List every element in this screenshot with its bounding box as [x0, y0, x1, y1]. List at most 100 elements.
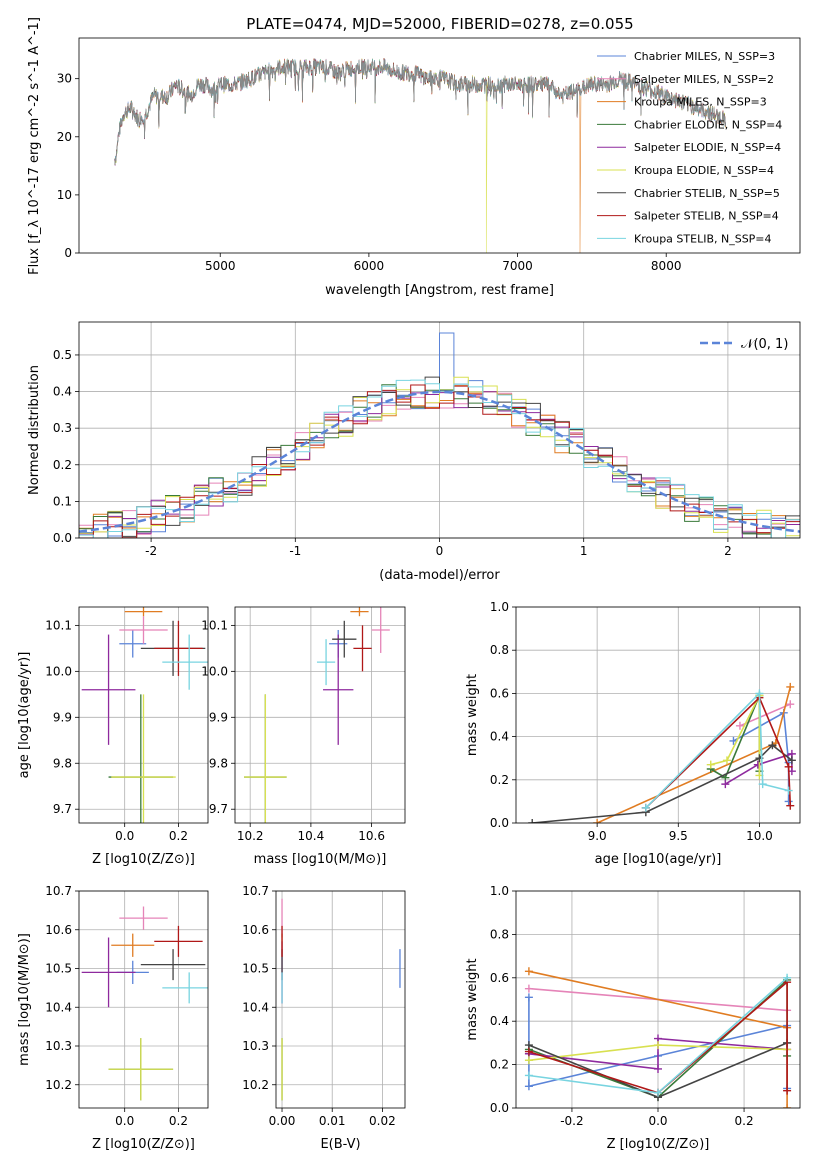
y-tick-label: 0.3 [53, 421, 72, 435]
y-axis-label: Normed distribution [27, 365, 42, 495]
y-tick-label: 0.4 [490, 730, 509, 744]
weight-marker [654, 1088, 662, 1097]
x-tick-label: 0.0 [648, 1114, 667, 1128]
x-tick-label: 10.4 [298, 829, 325, 843]
axes-frame [515, 890, 801, 1109]
plot-area [81, 906, 208, 1101]
weight-marker [755, 689, 764, 698]
y-tick-label: 0 [64, 246, 72, 260]
x-tick-label: 0.0 [115, 829, 134, 843]
legend-entry: Kroupa MILES, N_SSP=3 [634, 96, 767, 109]
y-tick-label: 10.3 [45, 1039, 72, 1053]
legend-entry: 𝒩(0, 1) [741, 337, 788, 352]
x-axis-label: wavelength [Angstrom, rest frame] [325, 283, 554, 298]
x-tick-label: 8000 [651, 259, 682, 273]
legend-entry: Kroupa STELIB, N_SSP=4 [634, 232, 772, 245]
y-tick-label: 0.8 [490, 643, 509, 657]
weight-marker [753, 760, 762, 769]
weight-marker [524, 967, 533, 976]
x-axis-label: E(B-V) [320, 1137, 360, 1152]
y-tick-label: 1.0 [490, 600, 509, 614]
axes-frame [78, 37, 801, 254]
y-tick-label: 10.5 [45, 962, 72, 976]
legend-entry: Kroupa ELODIE, N_SSP=4 [634, 164, 774, 177]
y-tick-label: 9.8 [53, 756, 72, 770]
y-tick-label: 9.7 [53, 802, 72, 816]
y-tick-label: 10.0 [45, 664, 72, 678]
y-axis-label: age [log10(age/yr)] [17, 652, 32, 779]
weight-marker [758, 780, 767, 789]
plot-area [524, 967, 792, 1108]
weight-marker [786, 801, 795, 810]
y-tick-label: 9.9 [53, 710, 72, 724]
massweight-vs-age-panel: 9.0 9.5 10.0 0.0 0.2 0.4 0.6 0.8 1.0 age [log10(a… [465, 600, 801, 867]
weight-marker [524, 1047, 533, 1056]
axes-frame [234, 606, 406, 824]
y-tick-label: 10.3 [242, 1039, 269, 1053]
y-axis-label: mass weight [465, 958, 480, 1040]
plot-area [79, 332, 800, 538]
y-tick-label: 0.6 [490, 971, 509, 985]
legend-entry: Chabrier MILES, N_SSP=3 [634, 50, 775, 63]
legend-entry: Chabrier ELODIE, N_SSP=4 [634, 118, 782, 131]
legend-entry: Salpeter MILES, N_SSP=2 [634, 73, 774, 86]
y-tick-label: 0.8 [490, 927, 509, 941]
axes-frame [515, 606, 801, 824]
y-tick-label: 10.1 [45, 618, 72, 632]
y-tick-label: 9.8 [209, 756, 228, 770]
weight-marker [524, 1071, 533, 1080]
weight-marker [524, 1056, 533, 1065]
y-tick-label: 10.2 [45, 1078, 72, 1092]
x-tick-label: 7000 [502, 259, 533, 273]
x-tick-label: 0 [436, 544, 444, 558]
y-tick-label: 10.0 [201, 664, 228, 678]
weight-line [528, 980, 788, 1094]
gaussian-reference-curve [79, 390, 800, 533]
age-vs-mass-panel: 10.2 10.4 10.6 9.7 9.8 9.9 10.0 10.1 mass [log10… [201, 606, 406, 867]
x-tick-label: 0.02 [369, 1114, 396, 1128]
y-tick-label: 10.7 [242, 884, 269, 898]
x-tick-label: 6000 [354, 259, 385, 273]
spectrum-panel: 5000 6000 7000 8000 0 10 20 30 wavelength [Angst… [27, 17, 801, 298]
y-tick-label: 0.6 [490, 686, 509, 700]
weight-marker [641, 803, 650, 812]
y-tick-label: 20 [57, 130, 72, 144]
histogram-step [79, 384, 800, 538]
x-tick-label: 5000 [205, 259, 236, 273]
y-tick-label: 0.2 [490, 773, 509, 787]
x-tick-label: 0.0 [115, 1114, 134, 1128]
y-tick-label: 10.6 [45, 923, 72, 937]
y-tick-label: 9.7 [209, 802, 228, 816]
y-tick-label: 10.4 [45, 1000, 72, 1014]
weight-marker [783, 973, 792, 982]
weight-marker [524, 1082, 533, 1091]
mass-vs-metallicity-panel: 0.0 0.2 10.2 10.3 10.4 10.5 10.6 10.7 Z [log10(Z… [17, 884, 209, 1152]
legend-entry: Salpeter STELIB, N_SSP=4 [634, 210, 779, 223]
spectrum-data-line [114, 59, 726, 165]
x-tick-label: 0.01 [319, 1114, 346, 1128]
x-tick-label: -0.2 [560, 1114, 583, 1128]
x-axis-label: Z [log10(Z/Z⊙)] [92, 1137, 195, 1152]
x-tick-label: 0.2 [169, 1114, 188, 1128]
weight-marker [593, 819, 602, 823]
x-tick-label: -2 [145, 544, 157, 558]
weight-marker [787, 756, 796, 765]
weight-marker [528, 819, 537, 823]
weight-line [528, 1037, 788, 1070]
y-tick-label: 10.1 [201, 618, 228, 632]
y-tick-label: 0.2 [53, 458, 72, 472]
legend-entry: Chabrier STELIB, N_SSP=5 [634, 187, 780, 200]
figure-title: PLATE=0474, MJD=52000, FIBERID=0278, z=0… [246, 15, 633, 33]
y-tick-label: 0.5 [53, 348, 72, 362]
weight-marker [784, 762, 793, 771]
y-tick-label: 0.2 [490, 1058, 509, 1072]
x-tick-label: 1 [580, 544, 588, 558]
y-tick-label: 1.0 [490, 884, 509, 898]
weight-marker [722, 756, 731, 765]
axes-frame [78, 890, 209, 1109]
x-axis-label: (data-model)/error [379, 568, 500, 583]
x-axis-label: Z [log10(Z/Z⊙)] [607, 1137, 710, 1152]
x-tick-label: 9.0 [588, 829, 607, 843]
x-tick-label: -1 [289, 544, 301, 558]
